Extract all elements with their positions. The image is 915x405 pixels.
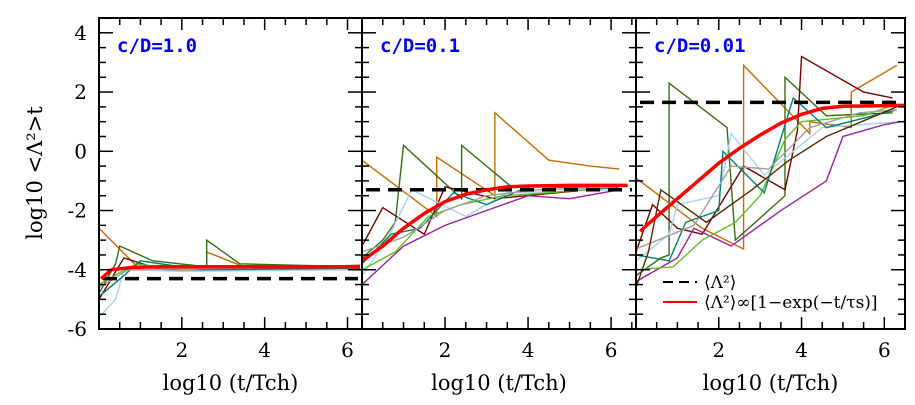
series-line [362,186,620,247]
x-tick-label: 6 [878,338,891,362]
series-line [99,260,360,297]
y-tick-label: 2 [74,80,87,104]
series-line [99,238,360,294]
panel-2: 2 4 6 c/D=0.1 log10 (t/Tch) [361,17,637,395]
series-line [636,106,897,288]
x-tick-label: 6 [341,338,354,362]
series-line [99,269,360,318]
y-axis-label: log10 <Λ²>t [23,106,47,240]
x-axis-label: log10 (t/Tch) [703,371,839,395]
x-tick-label: 6 [605,338,618,362]
legend-fit-label: ⟨Λ²⟩∞[1−exp(−t/τs)] [704,293,878,313]
y-tick-label: 4 [74,21,87,45]
series-line [362,186,620,271]
x-axis-label: log10 (t/Tch) [431,371,567,395]
y-tick-label: -6 [68,317,87,341]
y-tick-label: -4 [68,258,87,282]
x-tick-label: 2 [712,338,725,362]
panel-frame [635,17,906,330]
x-axis-label: log10 (t/Tch) [163,371,299,395]
fit-curve [362,183,628,263]
fit-curve [99,265,360,280]
series-line [636,55,893,253]
x-tick-label: 4 [522,338,535,362]
fit-curve [638,103,905,233]
series-line [362,189,620,286]
series-line [362,111,620,218]
x-tick-label: 2 [439,338,452,362]
panel-3: 2 4 6 c/D=0.01 log10 (t/Tch) [635,17,906,395]
legend-dashed-label: ⟨Λ²⟩ [704,273,736,293]
series-line [362,143,620,259]
series-line [636,109,897,250]
x-tick-label: 4 [795,338,808,362]
x-tick-label: 2 [175,338,188,362]
series-line [636,96,897,262]
panel-frame [361,17,637,330]
y-tick-label: 0 [74,139,87,163]
series-line [636,120,901,283]
y-tick-label: -2 [68,199,87,223]
x-tick-label: 4 [258,338,271,362]
panel-label: c/D=0.01 [654,35,746,57]
panel-1: 2 4 6 -6 -4 -2 0 2 4 c/D=1.0 log10 (t/Tch) [68,17,363,395]
legend: ⟨Λ²⟩ ⟨Λ²⟩∞[1−exp(−t/τs)] [663,273,878,313]
panel-label: c/D=0.1 [380,35,460,57]
panel-frame [98,17,363,330]
series-line [636,75,893,277]
panel-label: c/D=1.0 [117,35,197,57]
series-line [636,120,901,262]
